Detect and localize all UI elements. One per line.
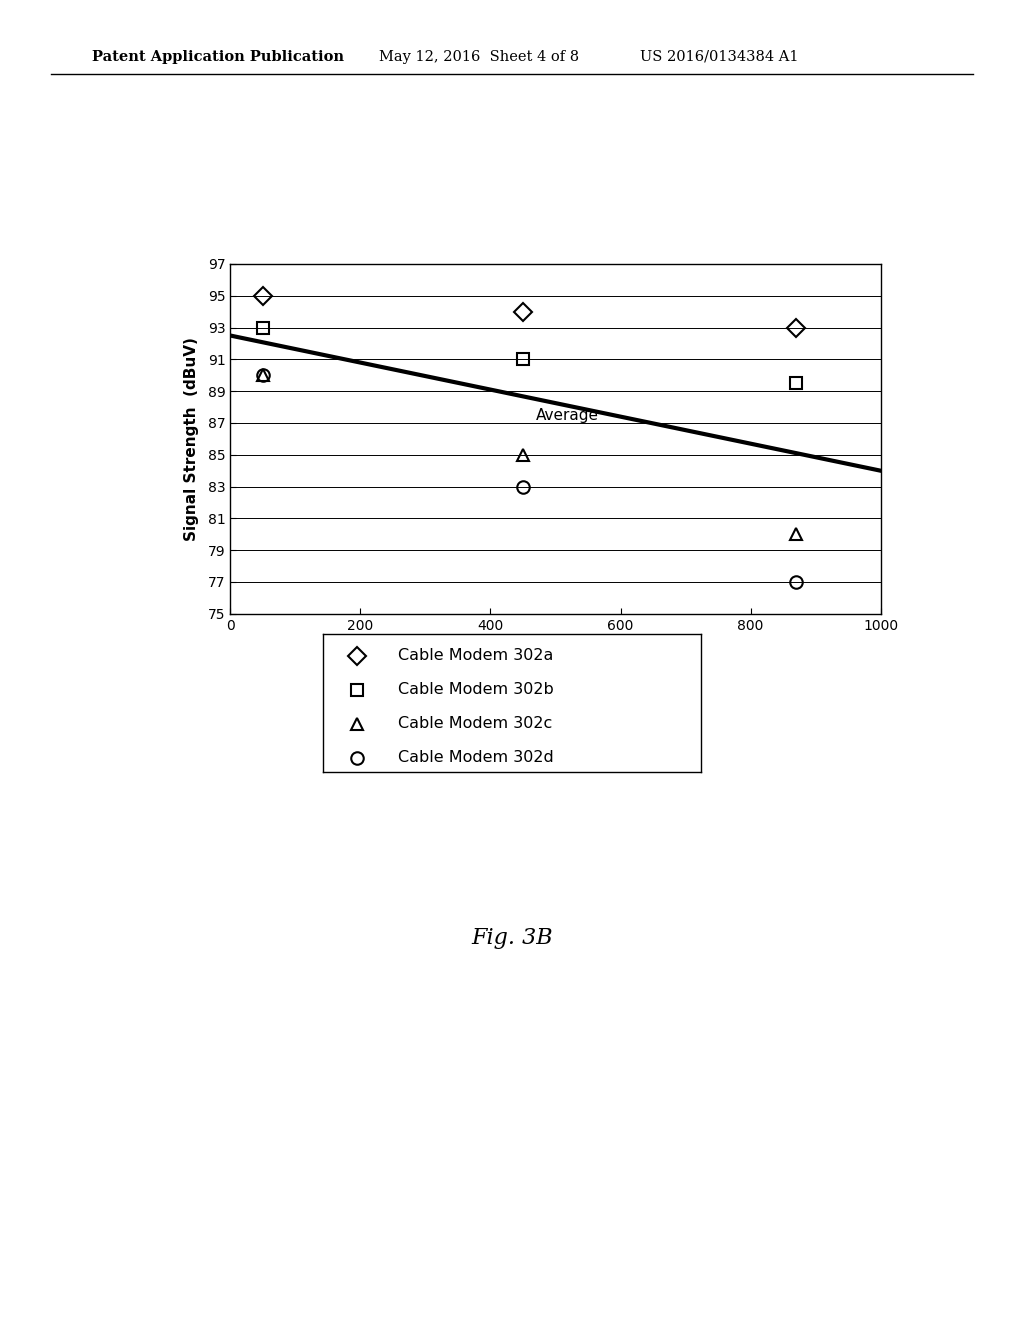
Y-axis label: Signal Strength  (dBuV): Signal Strength (dBuV) [184,337,200,541]
Cable Modem 302c [790,527,802,543]
Line: Cable Modem 302c: Cable Modem 302c [257,370,803,541]
Text: Cable Modem 302c: Cable Modem 302c [398,717,553,731]
X-axis label: Frequency  (MHz): Frequency (MHz) [473,642,638,659]
Text: Cable Modem 302b: Cable Modem 302b [398,682,554,697]
Cable Modem 302a [790,319,802,335]
Text: Cable Modem 302a: Cable Modem 302a [398,648,554,663]
Cable Modem 302d [790,574,802,590]
Line: Cable Modem 302d: Cable Modem 302d [257,370,803,589]
Cable Modem 302d [517,479,529,495]
Cable Modem 302b [257,319,269,335]
Cable Modem 302a [517,304,529,319]
Text: US 2016/0134384 A1: US 2016/0134384 A1 [640,50,799,63]
Cable Modem 302d [257,367,269,383]
Cable Modem 302a [257,288,269,304]
Text: Fig. 3B: Fig. 3B [471,927,553,949]
Line: Cable Modem 302a: Cable Modem 302a [257,289,803,334]
Cable Modem 302b [790,375,802,391]
Text: Average: Average [536,408,599,422]
Cable Modem 302c [517,447,529,463]
Cable Modem 302b [517,351,529,367]
Cable Modem 302c [257,367,269,383]
Text: Patent Application Publication: Patent Application Publication [92,50,344,63]
Text: May 12, 2016  Sheet 4 of 8: May 12, 2016 Sheet 4 of 8 [379,50,579,63]
Text: Cable Modem 302d: Cable Modem 302d [398,750,554,766]
Line: Cable Modem 302b: Cable Modem 302b [257,321,803,389]
